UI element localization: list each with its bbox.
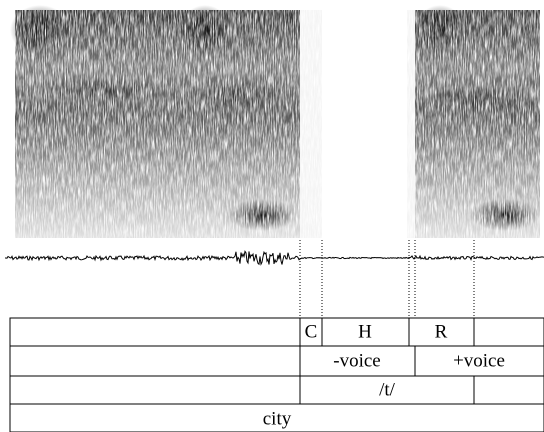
tier-label: -voice: [333, 350, 380, 371]
tier-label: city: [263, 408, 292, 429]
waveform: [5, 250, 544, 266]
segment-boundaries: [299, 240, 475, 318]
tier-label: C: [305, 321, 318, 342]
tier-label: R: [435, 321, 448, 342]
annotation-tiers: C H R -voice +voice /t/ city: [9, 317, 544, 432]
tier-label: H: [358, 321, 372, 342]
spectrogram: [10, 5, 540, 238]
tier-label: +voice: [453, 350, 505, 371]
tier-label: /t/: [379, 379, 396, 400]
